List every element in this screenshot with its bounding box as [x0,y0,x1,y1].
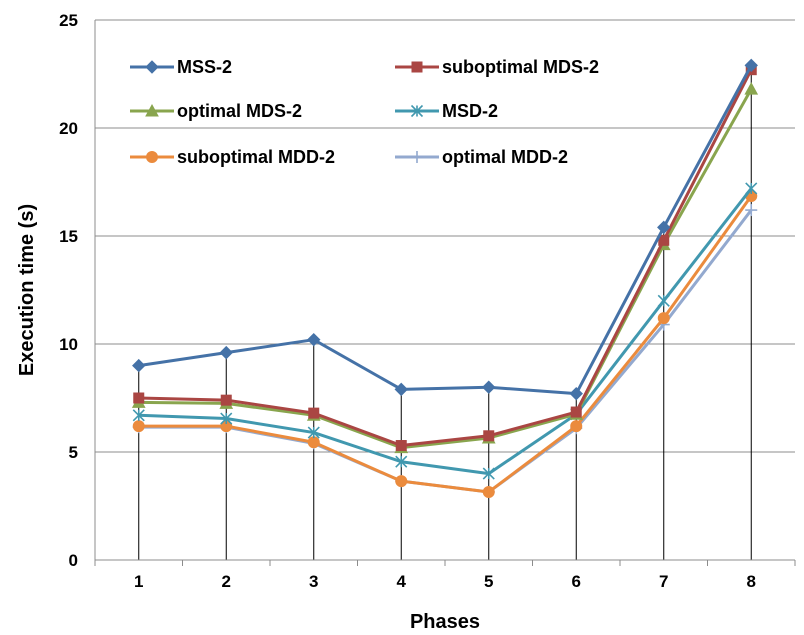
series-line [138,88,753,450]
x-tick-label: 6 [572,572,581,591]
legend-label: MSS-2 [177,57,232,77]
data-point [132,409,145,422]
data-point [132,420,145,433]
data-point [220,394,232,406]
legend-marker [411,151,423,163]
y-tick-label: 20 [59,119,78,138]
x-tick-label: 2 [222,572,231,591]
x-tick-label: 8 [747,572,756,591]
series-line [138,68,753,448]
legend-marker [410,104,424,118]
y-tick-label: 25 [59,11,78,30]
legend-label: MSD-2 [442,101,498,121]
legend-entry: optimal MDD-2 [395,147,568,167]
data-point [745,182,758,195]
data-point [570,406,582,418]
series-mss-2 [132,58,758,401]
legend-entry: suboptimal MDS-2 [395,57,599,77]
data-point [308,407,320,419]
tick-labels: 0 5 10 15 20 25 1 2 3 4 5 6 7 8 [59,11,756,591]
data-point [744,58,758,73]
legend-marker [411,61,423,73]
data-point [307,332,321,347]
legend-label: optimal MDS-2 [177,101,302,121]
x-tick-label: 4 [397,572,407,591]
data-point [483,430,495,442]
y-axis-title: Execution time (s) [16,204,38,376]
x-axis-title: Phases [410,611,480,633]
data-point [219,345,233,360]
legend-marker [146,151,158,163]
x-tick-label: 5 [484,572,493,591]
legend-entry: MSD-2 [395,101,498,121]
data-point [570,420,583,433]
legend-marker [145,60,159,74]
data-point [657,294,670,307]
data-point [482,467,495,480]
series-suboptimal-mds-2 [133,64,757,452]
data-point [569,386,583,401]
data-point [657,312,670,325]
y-tick-label: 15 [59,227,78,246]
data-point [307,436,320,449]
x-tick-label: 7 [659,572,668,591]
axes [94,20,796,566]
legend-label: optimal MDD-2 [442,147,568,167]
legend: MSS-2 suboptimal MDS-2 optimal MDS-2 MSD-2 s… [130,57,599,167]
series-lines [131,58,759,498]
series-line [138,187,753,476]
data-point [395,475,408,488]
data-point [744,82,759,95]
data-point [133,392,145,404]
x-tick-label: 1 [134,572,143,591]
data-point [482,380,496,394]
legend-entry: suboptimal MDD-2 [130,147,335,167]
y-tick-label: 10 [59,335,78,354]
data-point [395,455,408,468]
legend-label: suboptimal MDS-2 [442,57,599,77]
series-line [138,64,753,396]
legend-entry: optimal MDS-2 [130,101,302,121]
data-point [482,485,495,498]
data-point [307,426,320,439]
data-point [395,440,407,452]
data-point [132,358,146,373]
data-point [394,382,408,397]
series-line [138,195,753,494]
gridlines [95,19,795,453]
data-point [745,204,758,217]
x-tick-label: 3 [309,572,318,591]
y-tick-label: 5 [69,443,78,462]
legend-marker [145,103,159,117]
legend-entry: MSS-2 [130,57,232,77]
data-point [220,412,233,425]
data-point [658,234,670,246]
data-point [657,220,671,235]
legend-label: suboptimal MDD-2 [177,147,335,167]
y-tick-label: 0 [69,551,78,570]
